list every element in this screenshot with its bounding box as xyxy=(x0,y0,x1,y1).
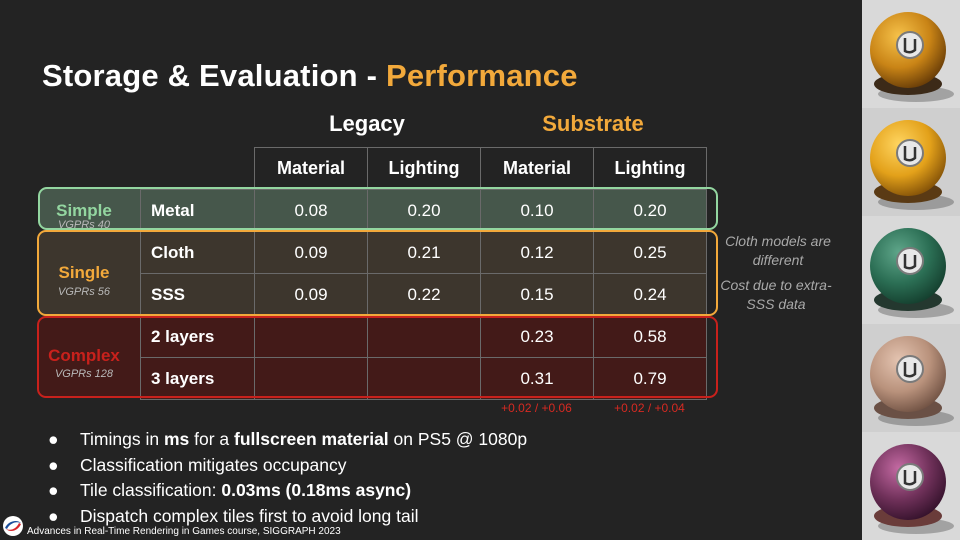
row-label: Cloth xyxy=(140,231,255,274)
bullet-text: for a xyxy=(189,429,235,449)
material-preview-panel xyxy=(862,0,960,540)
bullet-dot-icon: ● xyxy=(48,429,59,449)
bullet-list: ● Timings in ms for a fullscreen material… xyxy=(48,427,527,529)
title-accent: Performance xyxy=(385,58,578,93)
unreal-logo-glyph xyxy=(903,254,917,270)
table-cell: 0.09 xyxy=(254,273,368,316)
category-single-label: Single xyxy=(58,263,110,282)
single-group-outline xyxy=(37,230,718,316)
siggraph-logo-icon xyxy=(3,516,23,536)
row-label: 2 layers xyxy=(140,315,255,358)
table-cell: 0.58 xyxy=(593,315,707,358)
lighting-delta: +0.02 / +0.04 xyxy=(614,401,685,415)
table-header-row: Material Lighting Material Lighting xyxy=(140,147,707,190)
category-divider xyxy=(140,189,141,396)
unreal-logo-glyph xyxy=(903,470,917,486)
unreal-logo-icon xyxy=(896,31,924,59)
unreal-logo-icon xyxy=(896,247,924,275)
table-cell xyxy=(254,357,368,400)
footer-credit: Advances in Real-Time Rendering in Games… xyxy=(27,526,341,537)
table-row: Metal 0.08 0.20 0.10 0.20 xyxy=(140,189,707,232)
row-label: SSS xyxy=(140,273,255,316)
complex-group-outline xyxy=(37,316,718,398)
title-main: Storage & Evaluation - xyxy=(42,58,386,93)
table-row: Cloth 0.09 0.21 0.12 0.25 xyxy=(140,231,707,274)
table-cell: 0.79 xyxy=(593,357,707,400)
bullet-item: ● Timings in ms for a fullscreen material… xyxy=(48,427,527,453)
bullet-text: Dispatch complex tiles first to avoid lo… xyxy=(80,505,419,526)
table-cell: 0.10 xyxy=(480,189,594,232)
bullet-dot-icon: ● xyxy=(48,454,59,475)
bullet-bold-text: 0.03ms (0.18ms async) xyxy=(221,480,412,500)
row-label: 3 layers xyxy=(140,357,255,400)
column-header: Material xyxy=(254,147,368,190)
table-row: 3 layers 0.31 0.79 xyxy=(140,357,707,400)
table-cell xyxy=(367,357,481,400)
table-cell: 0.21 xyxy=(367,231,481,274)
unreal-logo-icon xyxy=(896,139,924,167)
bullet-bold-text: ms xyxy=(163,429,190,449)
unreal-logo-icon xyxy=(896,355,924,383)
table-row: 2 layers 0.23 0.58 xyxy=(140,315,707,358)
unreal-logo-glyph xyxy=(903,146,917,162)
table-corner-cell xyxy=(140,147,255,190)
simple-category-cell xyxy=(39,189,140,228)
material-delta: +0.02 / +0.06 xyxy=(501,401,572,415)
table-cell: 0.25 xyxy=(593,231,707,274)
bullet-dot-icon: ● xyxy=(48,480,59,500)
cloth-note: Cloth models are different xyxy=(725,233,831,268)
slide-title: Storage & Evaluation - Performance xyxy=(42,58,578,94)
unreal-logo-glyph xyxy=(903,362,917,378)
category-complex-label: Complex xyxy=(48,346,120,365)
bullet-item: ● Dispatch complex tiles first to avoid l… xyxy=(48,504,527,530)
complex-category-cell xyxy=(39,318,140,396)
row-label: Metal xyxy=(140,189,255,232)
unreal-logo-glyph xyxy=(903,38,917,54)
table-cell: 0.20 xyxy=(593,189,707,232)
column-header: Lighting xyxy=(367,147,481,190)
material-preview-spheres xyxy=(862,0,960,540)
category-single-vgprs: VGPRs 56 xyxy=(58,286,110,298)
single-category-cell xyxy=(39,232,140,314)
performance-table: Material Lighting Material Lighting Meta… xyxy=(140,147,707,400)
bullet-dot-icon: ● xyxy=(48,505,59,526)
category-simple-label: Simple xyxy=(56,201,112,220)
bullet-bold-text: fullscreen material xyxy=(234,429,389,449)
bullet-item: ● Classification mitigates occupancy xyxy=(48,453,527,479)
bullet-text: Timings in xyxy=(80,429,164,449)
legacy-header: Legacy xyxy=(329,111,405,136)
table-cell: 0.31 xyxy=(480,357,594,400)
sss-note: Cost due to extra-SSS data xyxy=(720,277,832,312)
table-cell: 0.20 xyxy=(367,189,481,232)
bullet-text: Tile classification: xyxy=(80,480,222,500)
table-cell: 0.09 xyxy=(254,231,368,274)
substrate-header: Substrate xyxy=(542,111,644,136)
bullet-text: on PS5 @ 1080p xyxy=(388,429,528,449)
table-cell: 0.22 xyxy=(367,273,481,316)
column-header: Material xyxy=(480,147,594,190)
table-cell: 0.24 xyxy=(593,273,707,316)
unreal-logo-icon xyxy=(896,463,924,491)
column-header: Lighting xyxy=(593,147,707,190)
bullet-text: Classification mitigates occupancy xyxy=(80,454,347,475)
bullet-item: ● Tile classification: 0.03ms (0.18ms asy… xyxy=(48,478,527,504)
category-complex-vgprs: VGPRs 128 xyxy=(54,368,114,380)
category-simple-vgprs: VGPRs 40 xyxy=(58,219,110,231)
table-cell: 0.08 xyxy=(254,189,368,232)
simple-group-outline xyxy=(38,187,718,230)
